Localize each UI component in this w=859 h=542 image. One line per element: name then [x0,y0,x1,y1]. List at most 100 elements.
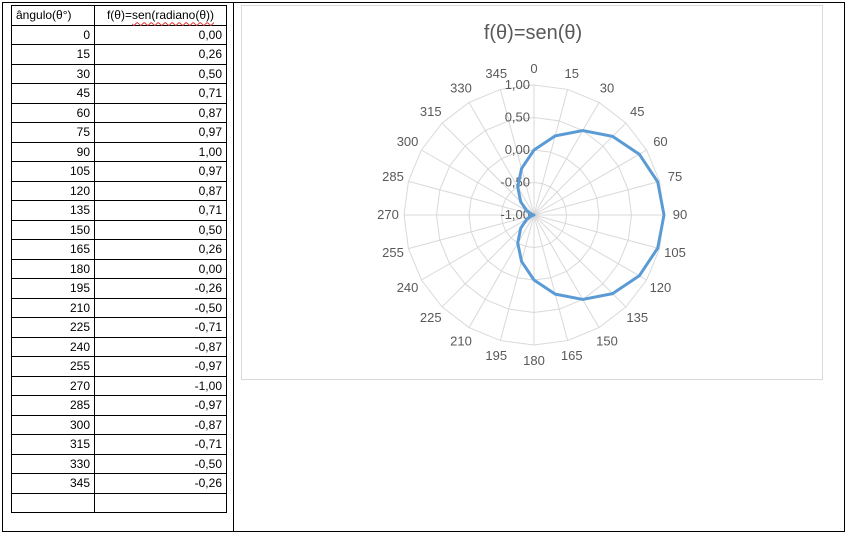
angle-cell[interactable]: 135 [11,200,95,221]
angle-label: 135 [626,310,648,325]
angle-label: 270 [377,207,399,222]
angle-cell[interactable]: 285 [11,395,95,416]
value-cell[interactable]: 0,71 [94,200,227,221]
value-cell[interactable]: -1,00 [94,375,227,396]
table-row: 30 0,50 [11,63,227,84]
grid-spoke [533,149,647,216]
value-cell[interactable]: 0,71 [94,83,227,104]
header-function[interactable]: f(θ)=sen(radiano(θ)) [94,5,227,26]
grid-spoke [533,214,600,328]
table-body: 0 0,00 15 0,26 30 0,50 45 0,71 60 0,87 75 0,97 90 1,0… [11,24,227,513]
angle-label: 210 [450,333,472,348]
series-line [516,129,666,301]
value-cell[interactable]: 0,97 [94,161,227,182]
value-cell[interactable]: -0,26 [94,278,227,299]
value-cell[interactable]: -0,97 [94,395,227,416]
grid-spoke [533,122,627,216]
angle-label: 90 [673,207,687,222]
angle-label: 165 [561,348,583,363]
angle-cell[interactable]: 45 [11,83,95,104]
grid-spoke [441,214,535,308]
value-cell[interactable]: 0,00 [94,24,227,45]
grid-spoke [533,180,660,216]
angle-cell[interactable]: 195 [11,278,95,299]
value-cell[interactable]: 0,50 [94,219,227,240]
grid-spoke [421,214,535,281]
table-row: 270 -1,00 [11,375,227,396]
header-function-prefix: f(θ)= [106,8,132,23]
value-cell[interactable]: 0,87 [94,102,227,123]
angle-cell[interactable]: 165 [11,239,95,260]
angle-cell[interactable]: 15 [11,44,95,65]
angle-cell[interactable]: 180 [11,258,95,279]
angle-cell[interactable]: 120 [11,180,95,201]
angle-label: 30 [600,81,614,96]
table-row: 105 0,97 [11,161,227,182]
table-row: 0 0,00 [11,24,227,45]
value-cell[interactable]: -0,97 [94,356,227,377]
chart-title: f(θ)=sen(θ) [483,22,583,44]
table-row: 135 0,71 [11,200,227,221]
value-cell[interactable]: 0,26 [94,44,227,65]
header-angle[interactable]: ângulo(θ°) [11,5,95,26]
angle-cell[interactable]: 330 [11,453,95,474]
value-cell[interactable]: -0,87 [94,414,227,435]
angle-cell[interactable]: 75 [11,122,95,143]
grid-spoke [533,89,569,216]
angle-label: 240 [397,280,419,295]
grid-spoke [533,102,600,216]
angle-cell[interactable]: 0 [11,24,95,45]
radar-chart[interactable]: f(θ)=sen(θ) 0 15 30 45 60 75 90 105 120 135 150 165… [241,5,823,380]
grid-spoke [408,180,535,216]
angle-label: 330 [450,81,472,96]
radial-tick-label: 1,00 [505,77,530,92]
grid-spoke [408,214,535,250]
angle-cell[interactable]: 225 [11,317,95,338]
angle-cell[interactable]: 240 [11,336,95,357]
angle-label: 315 [420,104,442,119]
value-cell[interactable]: -0,71 [94,434,227,455]
value-cell[interactable]: 1,00 [94,141,227,162]
value-cell[interactable]: 0,00 [94,258,227,279]
angle-cell[interactable]: 315 [11,434,95,455]
table-row: 255 -0,97 [11,356,227,377]
angle-cell[interactable]: 210 [11,297,95,318]
table-row: 300 -0,87 [11,414,227,435]
grid-spoke [441,122,535,216]
value-cell[interactable]: 0,87 [94,180,227,201]
value-cell[interactable]: -0,26 [94,473,227,494]
value-cell[interactable]: 0,50 [94,63,227,84]
table-row: 210 -0,50 [11,297,227,318]
angle-cell[interactable]: 90 [11,141,95,162]
value-cell[interactable]: -0,87 [94,336,227,357]
value-cell[interactable]: -0,50 [94,297,227,318]
angle-cell[interactable]: 30 [11,63,95,84]
angle-cell[interactable]: 345 [11,473,95,494]
radial-tick-label: 0,00 [505,142,530,157]
angle-cell[interactable]: 105 [11,161,95,182]
table-row: 180 0,00 [11,258,227,279]
value-cell[interactable]: 0,97 [94,122,227,143]
table-row: 315 -0,71 [11,434,227,455]
grid-spoke [468,214,535,328]
grid-spoke [533,214,569,341]
value-cell[interactable]: -0,50 [94,453,227,474]
angle-label: 255 [382,245,404,260]
angle-cell[interactable]: 60 [11,102,95,123]
grid-spoke [533,214,627,308]
table-row: 195 -0,26 [11,278,227,299]
table-row-empty [11,492,227,513]
grid-spoke [533,214,660,250]
angle-label: 120 [650,280,672,295]
angle-cell[interactable]: 300 [11,414,95,435]
table-row: 90 1,00 [11,141,227,162]
value-cell[interactable]: 0,26 [94,239,227,260]
empty-cell[interactable] [11,492,95,513]
value-cell[interactable]: -0,71 [94,317,227,338]
angle-label: 195 [485,348,507,363]
empty-cell[interactable] [94,492,227,513]
angle-cell[interactable]: 270 [11,375,95,396]
angle-cell[interactable]: 150 [11,219,95,240]
data-table: ângulo(θ°) f(θ)=sen(radiano(θ)) 0 0,00 15 0… [11,5,227,513]
angle-cell[interactable]: 255 [11,356,95,377]
